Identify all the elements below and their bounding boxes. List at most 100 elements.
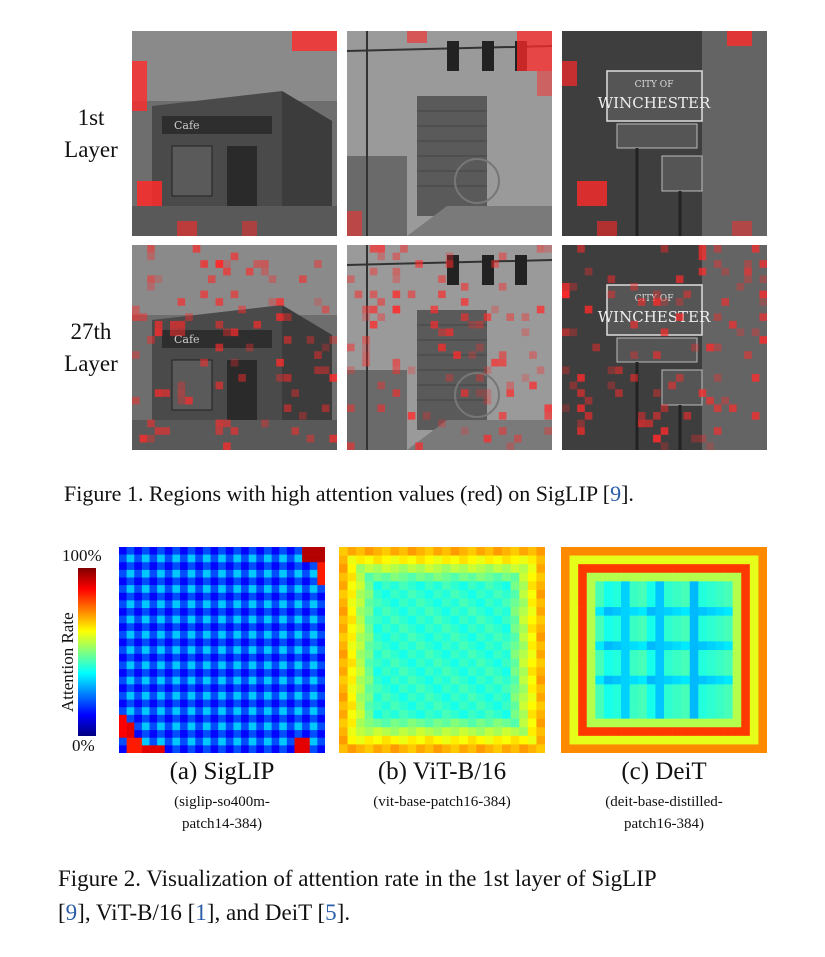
attention-patch bbox=[369, 305, 378, 314]
heatmap-cell bbox=[715, 658, 725, 668]
heatmap-cell bbox=[286, 600, 295, 609]
heatmap-cell bbox=[424, 735, 434, 745]
attention-patch bbox=[354, 290, 363, 299]
heatmap-cell bbox=[225, 623, 234, 632]
heatmap-cell bbox=[519, 581, 529, 591]
heatmap-cell bbox=[732, 675, 742, 685]
heatmap-cell bbox=[561, 589, 570, 599]
street-scene-svg bbox=[347, 31, 552, 236]
heatmap-cell bbox=[256, 592, 265, 601]
heatmap-cell bbox=[484, 710, 494, 719]
heatmap-cell bbox=[519, 564, 529, 574]
heatmap-cell bbox=[373, 735, 383, 745]
heatmap-cell bbox=[442, 701, 451, 711]
heatmap-cell bbox=[271, 554, 280, 563]
heatmap-cell bbox=[629, 632, 639, 642]
heatmap-cell bbox=[241, 714, 249, 723]
heatmap-cell bbox=[373, 555, 383, 565]
heatmap-cell bbox=[672, 598, 682, 608]
heatmap-cell bbox=[225, 730, 234, 739]
heatmap-cell bbox=[689, 744, 699, 753]
citation-link[interactable]: 1 bbox=[195, 900, 207, 925]
heatmap-cell bbox=[450, 607, 460, 616]
heatmap-cell bbox=[271, 653, 280, 662]
heatmap-cell bbox=[646, 701, 656, 711]
heatmap-cell bbox=[715, 727, 725, 737]
heatmap-cell bbox=[664, 632, 673, 642]
heatmap-cell bbox=[484, 615, 494, 625]
heatmap-cell bbox=[126, 676, 135, 685]
heatmap-cell bbox=[172, 547, 181, 555]
heatmap-cell bbox=[286, 669, 295, 677]
heatmap-cell bbox=[381, 692, 391, 702]
heatmap-cell bbox=[248, 615, 257, 624]
colorbar bbox=[78, 568, 96, 736]
heatmap-cell bbox=[202, 684, 211, 693]
attention-patch bbox=[498, 351, 507, 359]
heatmap-cell bbox=[187, 684, 196, 693]
attention-patch bbox=[683, 290, 692, 299]
heatmap-cell bbox=[450, 735, 460, 745]
heatmap-cell bbox=[149, 577, 158, 586]
heatmap-cell bbox=[302, 653, 311, 662]
heatmap-cell bbox=[356, 744, 366, 753]
heatmap-cell bbox=[603, 718, 613, 728]
heatmap-cell bbox=[364, 615, 374, 625]
heatmap-cell bbox=[356, 718, 366, 728]
heatmap-cell bbox=[339, 727, 348, 737]
heatmap-cell bbox=[586, 624, 596, 634]
heatmap-cell bbox=[638, 607, 648, 616]
heatmap-cell bbox=[578, 564, 588, 574]
heatmap-cell bbox=[459, 692, 469, 702]
heatmap-cell bbox=[347, 658, 357, 668]
heatmap-cell bbox=[493, 598, 503, 608]
heatmap-cell bbox=[233, 661, 242, 670]
heatmap-cell bbox=[347, 589, 357, 599]
heatmap-cell bbox=[286, 630, 295, 639]
heatmap-cell bbox=[202, 623, 211, 632]
citation-link[interactable]: 9 bbox=[65, 900, 78, 925]
heatmap-cell bbox=[715, 735, 725, 745]
attention-patch bbox=[430, 305, 439, 314]
heatmap-cell bbox=[459, 555, 469, 565]
heatmap-cell bbox=[210, 722, 219, 731]
heatmap-cell bbox=[595, 684, 605, 694]
attention-patch bbox=[759, 336, 767, 344]
attention-patch bbox=[215, 343, 224, 352]
heatmap-cell bbox=[134, 691, 143, 700]
citation-link[interactable]: 5 bbox=[325, 900, 337, 925]
heatmap-cell bbox=[433, 641, 443, 651]
heatmap-cell bbox=[621, 744, 630, 753]
attention-patch bbox=[377, 298, 385, 306]
heatmap-cell bbox=[195, 569, 204, 578]
heatmap-cell bbox=[459, 718, 469, 728]
heatmap-cell bbox=[459, 727, 469, 737]
heatmap-cell bbox=[621, 675, 630, 685]
heatmap-cell bbox=[339, 675, 348, 685]
heatmap-cell bbox=[141, 630, 150, 639]
citation-link[interactable]: 9 bbox=[610, 481, 622, 506]
heatmap-cell bbox=[732, 607, 742, 616]
attention-patch bbox=[177, 298, 186, 306]
heatmap-cell bbox=[527, 564, 537, 574]
attention-patch bbox=[362, 351, 370, 359]
heatmap-cell bbox=[172, 608, 181, 616]
heatmap-cell bbox=[195, 638, 204, 647]
heatmap-cell bbox=[119, 691, 127, 700]
heatmap-cell bbox=[595, 624, 605, 634]
heatmap-cell bbox=[603, 658, 613, 668]
heatmap-cell bbox=[157, 730, 166, 739]
heatmap-cell bbox=[302, 707, 311, 716]
heatmap-cell bbox=[484, 547, 494, 556]
heatmap-cell bbox=[381, 658, 391, 668]
heatmap-cell bbox=[263, 608, 272, 616]
heatmap-cell bbox=[732, 632, 742, 642]
heatmap-cell bbox=[732, 744, 742, 753]
heatmap-cell bbox=[629, 692, 639, 702]
heatmap-cell bbox=[672, 684, 682, 694]
heatmap-cell bbox=[724, 675, 733, 685]
heatmap-cell bbox=[263, 730, 272, 739]
attention-patch bbox=[460, 298, 469, 306]
heatmap-cell bbox=[603, 727, 613, 737]
heatmap-cell bbox=[424, 581, 434, 591]
